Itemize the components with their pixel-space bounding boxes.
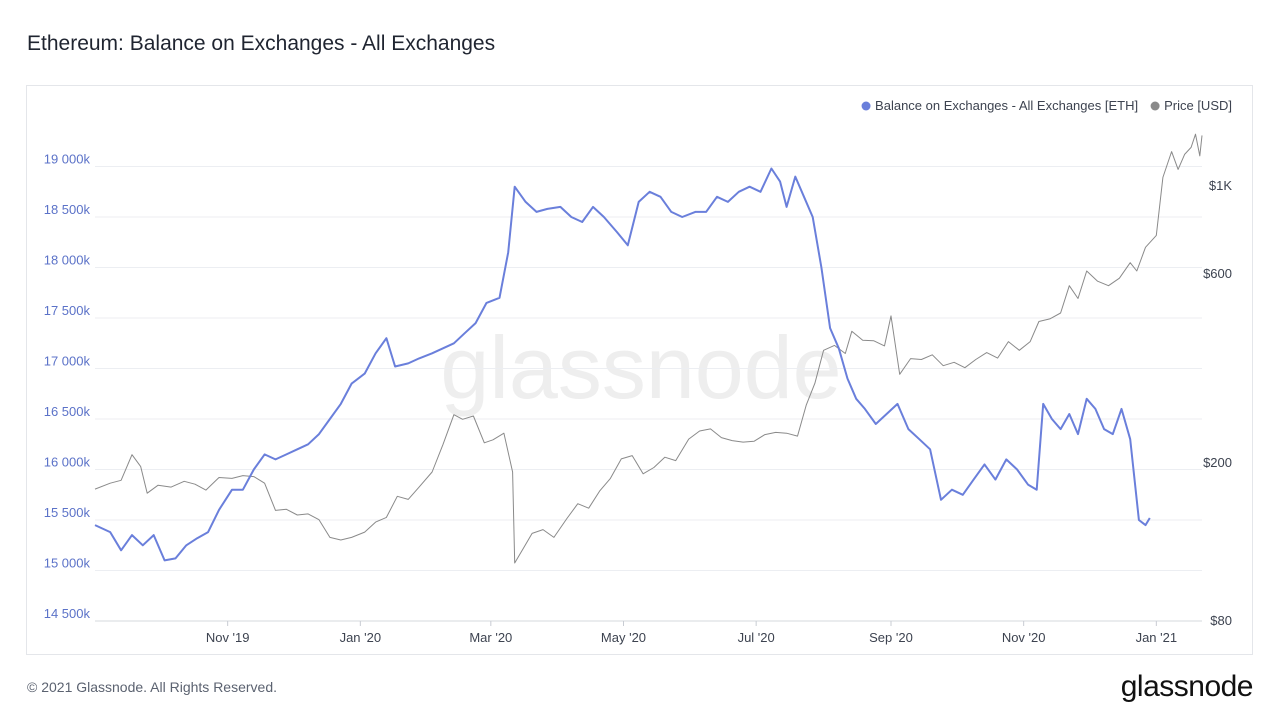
x-tick-label: Nov '19 bbox=[206, 630, 250, 645]
x-tick-label: Jan '20 bbox=[340, 630, 382, 645]
legend[interactable]: Price [USD] Balance on Exchanges - All Ex… bbox=[861, 98, 1232, 113]
legend-dot-balance[interactable] bbox=[861, 101, 871, 111]
x-tick-label: Mar '20 bbox=[469, 630, 512, 645]
watermark: glassnode bbox=[440, 318, 841, 417]
y-left-tick-label: 15 000k bbox=[44, 556, 91, 571]
y-right-tick-label: $80 bbox=[1210, 613, 1232, 628]
series-line-balance bbox=[94, 167, 1151, 562]
y-left-tick-label: 19 000k bbox=[44, 152, 91, 167]
legend-dot-price[interactable] bbox=[1150, 101, 1160, 111]
chart-frame: glassnode 14 500k 15 000k 15 500k 16 000k 16… bbox=[26, 85, 1253, 655]
y-left-tick-label: 16 000k bbox=[44, 455, 91, 470]
y-right-tick-label: $200 bbox=[1203, 455, 1232, 470]
y-left-tick-label: 17 500k bbox=[44, 303, 91, 318]
glassnode-logo[interactable]: glassnode bbox=[1120, 670, 1254, 703]
y-right-tick-label: $1K bbox=[1209, 178, 1232, 193]
y-left-tick-label: 18 000k bbox=[44, 253, 91, 268]
y-left-tick-label: 16 500k bbox=[44, 404, 91, 419]
y-left-tick-label: 15 500k bbox=[44, 505, 91, 520]
x-tick-label: Sep '20 bbox=[869, 630, 913, 645]
series-line-price bbox=[94, 133, 1203, 564]
copyright-text: © 2021 Glassnode. All Rights Reserved. bbox=[27, 679, 278, 695]
page-title: Ethereum: Balance on Exchanges - All Exc… bbox=[27, 32, 496, 55]
x-tick-label: Jul '20 bbox=[738, 630, 775, 645]
grid-lines bbox=[95, 166, 1202, 622]
legend-label-price[interactable]: Price [USD] bbox=[1164, 98, 1232, 113]
y-left-tick-label: 14 500k bbox=[44, 606, 91, 621]
y-right-tick-label: $600 bbox=[1203, 266, 1232, 281]
axes: 14 500k 15 000k 15 500k 16 000k 16 500k 17 00… bbox=[44, 152, 1233, 646]
x-tick-label: Nov '20 bbox=[1002, 630, 1046, 645]
y-left-tick-label: 17 000k bbox=[44, 354, 91, 369]
legend-label-balance[interactable]: Balance on Exchanges - All Exchanges [ET… bbox=[875, 98, 1138, 113]
chart-canvas: glassnode 14 500k 15 000k 15 500k 16 000k 16… bbox=[44, 98, 1233, 646]
x-tick-label: Jan '21 bbox=[1136, 630, 1178, 645]
series bbox=[94, 133, 1203, 564]
y-left-tick-label: 18 500k bbox=[44, 202, 91, 217]
x-tick-label: May '20 bbox=[601, 630, 646, 645]
